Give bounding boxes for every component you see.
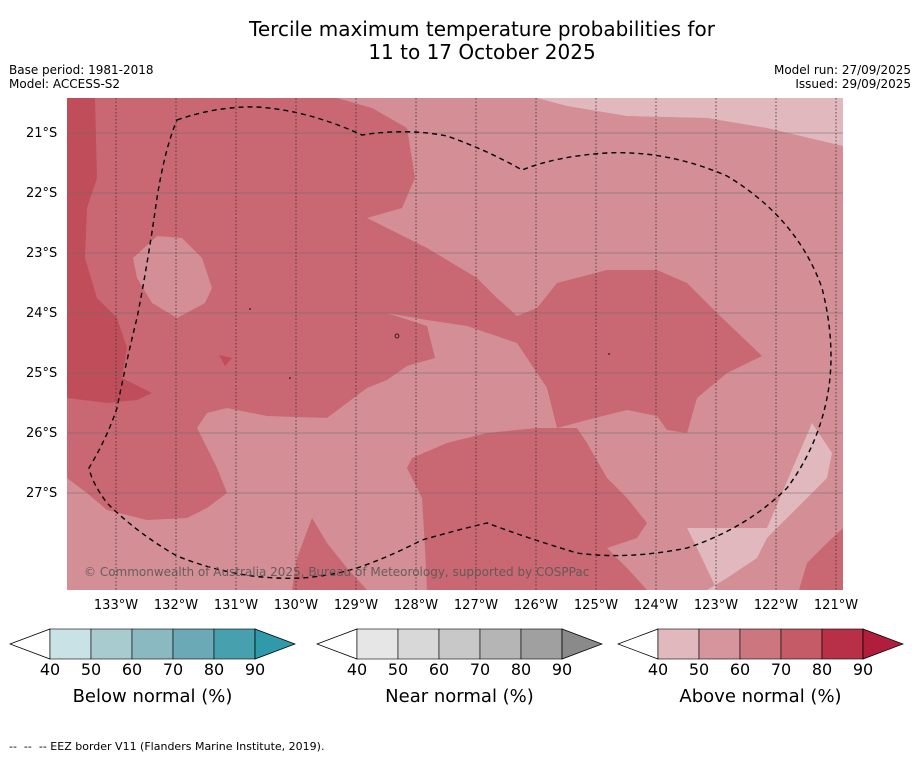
colorbar-high-arrow xyxy=(254,628,296,660)
colorbar-tick-label: 80 xyxy=(203,660,225,679)
zone-above-40-50-north xyxy=(537,98,843,146)
colorbar-tick-label: 40 xyxy=(647,660,669,679)
island-ring xyxy=(394,333,400,339)
island-dot xyxy=(608,353,610,355)
colorbar-tick-label: 40 xyxy=(346,660,368,679)
island-dot xyxy=(289,377,291,379)
zone-above-60-70-southeast xyxy=(799,528,843,590)
colorbar-segment xyxy=(131,628,174,660)
colorbar-segment xyxy=(520,628,563,660)
meta-right: Model run: 27/09/2025 Issued: 29/09/2025 xyxy=(774,63,911,91)
colorbar-title: Below normal (%) xyxy=(72,686,233,707)
issued-date: Issued: 29/09/2025 xyxy=(795,77,911,91)
colorbar-tick-label: 90 xyxy=(244,660,266,679)
lon-label: 123°W xyxy=(693,598,739,613)
copyright-notice: © Commonwealth of Australia 2025, Bureau… xyxy=(84,565,590,579)
colorbar-low-arrow xyxy=(316,628,358,660)
lat-label: 23°S xyxy=(26,246,58,261)
colorbar-tick-label: 40 xyxy=(39,660,61,679)
colorbar-tick-label: 60 xyxy=(729,660,751,679)
meta-left: Base period: 1981-2018 Model: ACCESS-S2 xyxy=(9,63,154,91)
colorbar-segment xyxy=(479,628,522,660)
colorbar-segment xyxy=(397,628,440,660)
colorbar-title: Near normal (%) xyxy=(385,686,534,707)
colorbar-tick-label: 90 xyxy=(852,660,874,679)
model-name: Model: ACCESS-S2 xyxy=(9,77,121,91)
colorbar-tick-label: 70 xyxy=(162,660,184,679)
colorbar-segment xyxy=(780,628,823,660)
lat-label: 25°S xyxy=(26,366,58,381)
colorbar-tick-label: 50 xyxy=(80,660,102,679)
zone-above-40-50-southeast xyxy=(687,423,832,590)
longitude-gridlines xyxy=(115,98,837,590)
lat-label: 22°S xyxy=(26,186,58,201)
lon-label: 122°W xyxy=(753,598,799,613)
lon-label: 121°W xyxy=(813,598,859,613)
lon-label: 129°W xyxy=(333,598,379,613)
colorbar-tick-label: 90 xyxy=(551,660,573,679)
lon-label: 127°W xyxy=(453,598,499,613)
zone-above-60-70-south xyxy=(407,428,647,590)
colorbar-low-arrow xyxy=(9,628,51,660)
colorbar-segment xyxy=(90,628,133,660)
lat-label: 24°S xyxy=(26,306,58,321)
lon-label: 128°W xyxy=(393,598,439,613)
colorbar-tick-label: 50 xyxy=(688,660,710,679)
eez-footnote: -- -- -- EEZ border V11 (Flanders Marine… xyxy=(9,740,325,753)
lon-label: 126°W xyxy=(513,598,559,613)
colorbar-tick-label: 70 xyxy=(770,660,792,679)
colorbar-0 xyxy=(9,628,296,660)
zone-above-60-70-west xyxy=(67,98,762,520)
lat-label: 27°S xyxy=(26,486,58,501)
colorbar-segment xyxy=(172,628,215,660)
colorbar-tick-label: 80 xyxy=(510,660,532,679)
colorbar-segment xyxy=(356,628,399,660)
colorbar-low-arrow xyxy=(617,628,659,660)
lon-label: 132°W xyxy=(153,598,199,613)
base-period: Base period: 1981-2018 xyxy=(9,63,154,77)
title-line-1: Tercile maximum temperature probabilitie… xyxy=(249,17,715,41)
colorbar-high-arrow xyxy=(561,628,603,660)
colorbar-segment xyxy=(698,628,741,660)
lat-label: 21°S xyxy=(26,126,58,141)
colorbar-1 xyxy=(316,628,603,660)
colorbar-segment xyxy=(438,628,481,660)
map-svg xyxy=(67,98,843,590)
model-run: Model run: 27/09/2025 xyxy=(773,63,911,77)
lon-label: 130°W xyxy=(273,598,319,613)
zone-above-50-60-pocket xyxy=(133,236,212,318)
colorbar-segment xyxy=(821,628,864,660)
probability-map xyxy=(67,98,843,590)
colorbar-high-arrow xyxy=(862,628,904,660)
lat-label: 26°S xyxy=(26,426,58,441)
eez-border xyxy=(88,106,832,579)
colorbar-tick-label: 60 xyxy=(428,660,450,679)
colorbar-segment xyxy=(739,628,782,660)
colorbar-title: Above normal (%) xyxy=(679,686,842,707)
colorbar-segment xyxy=(657,628,700,660)
lon-label: 124°W xyxy=(633,598,679,613)
title-line-2: 11 to 17 October 2025 xyxy=(368,40,596,64)
zone-above-60-70-southwest xyxy=(292,518,367,590)
colorbar-segment xyxy=(49,628,92,660)
map-title: Tercile maximum temperature probabilitie… xyxy=(0,18,919,64)
island-dot xyxy=(249,308,251,310)
island-mark xyxy=(219,355,232,366)
lon-label: 133°W xyxy=(93,598,139,613)
colorbar-tick-label: 80 xyxy=(811,660,833,679)
colorbar-tick-label: 50 xyxy=(387,660,409,679)
colorbar-2 xyxy=(617,628,904,660)
colorbar-tick-label: 70 xyxy=(469,660,491,679)
colorbar-tick-label: 60 xyxy=(121,660,143,679)
zone-above-70-80-west xyxy=(67,98,152,403)
latitude-gridlines xyxy=(67,132,843,494)
colorbar-segment xyxy=(213,628,256,660)
lon-label: 131°W xyxy=(213,598,259,613)
lon-label: 125°W xyxy=(573,598,619,613)
